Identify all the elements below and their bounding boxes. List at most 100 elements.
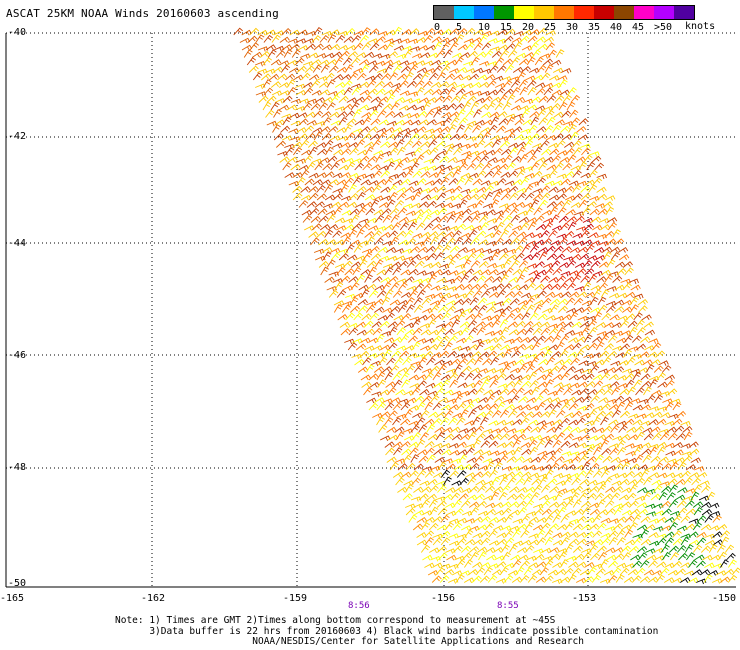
wind-barb [377,131,387,141]
wind-barb [548,327,559,336]
wind-barb [576,561,587,568]
wind-barb [472,404,484,411]
wind-barb [676,545,687,553]
wind-barb [393,248,405,254]
wind-barb [541,464,553,471]
wind-barb [496,442,507,449]
wind-barb [552,267,563,276]
wind-barb [286,79,296,88]
wind-barb [349,296,359,306]
wind-barb [403,409,413,418]
wind-barb [625,450,636,457]
wind-barb [646,554,657,561]
wind-barb [566,216,577,223]
wind-barb [490,356,500,366]
wind-barb [677,461,687,471]
wind-barb [441,244,452,253]
wind-barb [508,142,519,149]
wind-barb [640,538,651,546]
wind-barb [384,177,394,186]
wind-barb [549,486,560,493]
wind-barb [649,446,658,456]
wind-barb [446,398,457,404]
wind-barb [440,514,450,523]
wind-barb [452,545,463,553]
wind-barb [524,521,534,531]
wind-barb [648,418,659,426]
wind-barb [324,194,336,201]
wind-barb [582,395,592,403]
wind-barb [554,424,564,433]
wind-barb [726,552,736,561]
wind-barb [520,442,531,448]
wind-barb [423,350,434,358]
wind-barb [452,499,462,508]
wind-barb [300,72,311,81]
wind-barb [426,424,436,433]
wind-barb [439,350,450,358]
wind-barb [512,418,523,426]
wind-barb [522,492,533,501]
wind-barb [520,529,530,538]
wind-barb [619,410,630,418]
wind-barb [376,269,387,276]
map-title: ASCAT 25KM NOAA Winds 20160603 ascending [6,7,279,20]
wind-barb [596,173,607,180]
wind-barb [398,282,408,291]
wind-barb [388,72,399,81]
wind-barb [599,334,610,343]
wind-barb [523,320,534,328]
legend-label: 5 [456,22,463,33]
wind-barb [572,499,582,508]
wind-barb [442,458,454,464]
wind-barb [624,529,634,538]
wind-barb [550,214,560,223]
wind-barb [441,133,452,141]
wind-barb [537,43,548,51]
wind-barb [434,426,445,433]
wind-barb [430,81,442,88]
wind-barb [545,134,557,141]
wind-barb [369,42,380,51]
wind-barb [446,81,458,88]
wind-barb [606,259,616,268]
wind-barb [716,544,726,553]
wind-barb [648,472,660,478]
wind-barb [544,536,554,546]
wind-barb [311,89,323,96]
wind-barb [545,109,555,118]
wind-barb [702,554,713,561]
wind-barb [460,545,471,553]
wind-barb [408,514,418,523]
wind-barb [380,170,391,178]
wind-barb [426,119,437,126]
wind-barb [430,236,439,246]
wind-barb [359,350,370,358]
wind-barb [576,538,587,546]
wind-barb [608,443,620,449]
wind-barb [504,180,516,187]
wind-barb [499,319,509,328]
wind-barb [472,124,482,133]
wind-barb [554,200,565,208]
wind-barb [603,433,615,441]
wind-barb [486,367,497,374]
wind-barb [489,450,500,457]
wind-barb [662,551,671,561]
wind-barb [407,38,419,45]
wind-barb [436,169,446,178]
wind-barb [425,133,437,141]
wind-barb [366,397,377,404]
wind-barb [672,418,683,426]
wind-barb [554,95,565,103]
wind-barb [456,66,468,73]
wind-barb [520,560,530,568]
wind-barb [351,34,361,43]
wind-barb [573,297,584,306]
wind-barb [696,560,706,568]
wind-barb [578,199,588,208]
wind-barb [575,156,586,163]
wind-barb [472,416,481,426]
wind-barb [348,193,359,201]
wind-barb [420,141,431,148]
